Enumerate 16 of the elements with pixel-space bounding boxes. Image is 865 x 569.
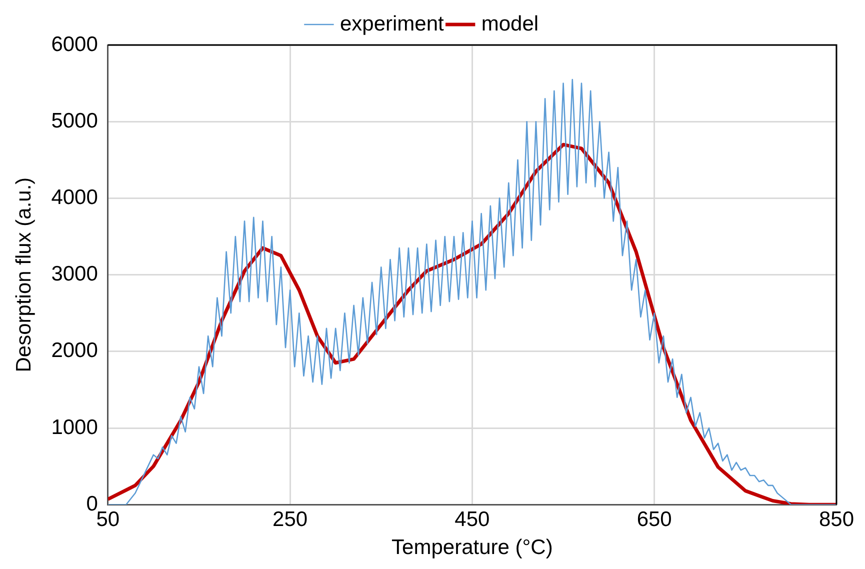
y-axis-title: Desorption flux (a.u.) [12, 177, 36, 372]
x-tick-label: 50 [96, 508, 120, 531]
legend-label: model [481, 12, 539, 36]
y-tick-label: 0 [86, 492, 98, 516]
y-tick-label: 5000 [51, 109, 98, 132]
x-axis-title: Temperature (°C) [392, 536, 553, 560]
y-tick-label: 6000 [51, 32, 98, 56]
y-tick-label: 4000 [51, 186, 98, 209]
x-tick-label: 650 [636, 508, 672, 531]
x-tick-label: 850 [818, 508, 854, 531]
y-tick-label: 3000 [51, 262, 98, 286]
x-tick-label: 450 [454, 508, 490, 531]
x-tick-label: 250 [272, 508, 308, 531]
legend-label: experiment [340, 12, 444, 36]
y-tick-label: 2000 [51, 339, 98, 362]
y-tick-label: 1000 [51, 416, 98, 439]
